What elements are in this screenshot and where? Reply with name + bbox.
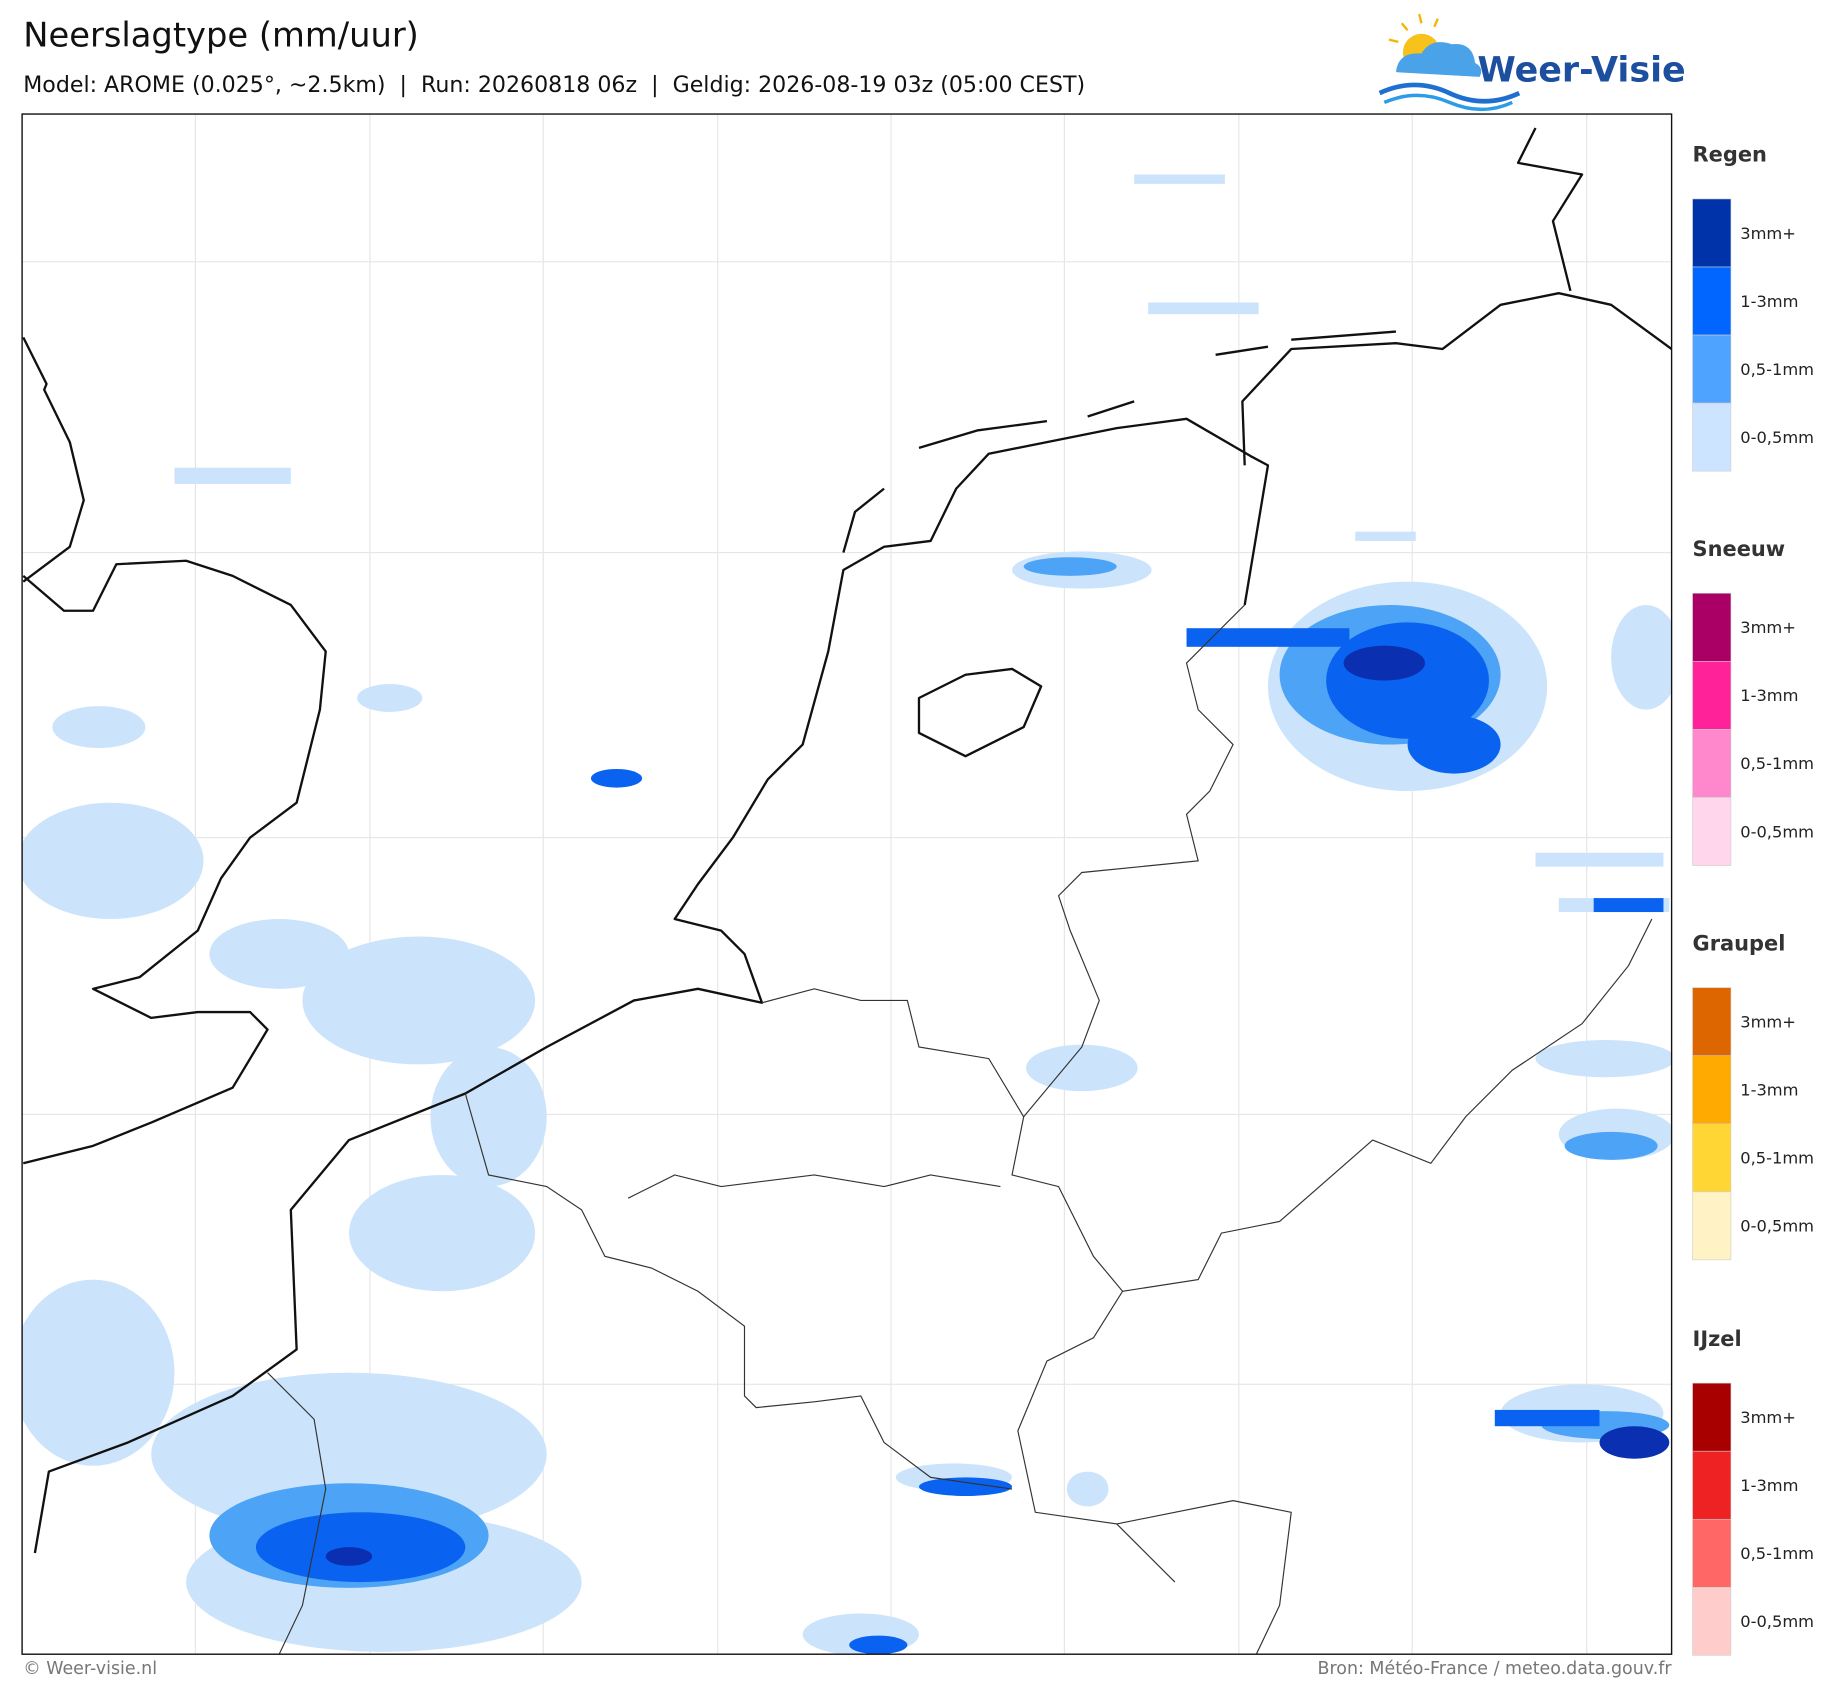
legend-swatch — [1692, 1055, 1732, 1125]
footer-source: Bron: Météo-France / meteo.data.gouv.fr — [1318, 1659, 1673, 1679]
legend-title: IJzel — [1693, 1327, 1742, 1351]
logo: Weer-Visie — [1378, 13, 1686, 112]
legend-label: 0,5-1mm — [1740, 360, 1814, 379]
legend-swatch — [1692, 593, 1732, 662]
legend-swatch — [1692, 729, 1732, 798]
legend-label: 1-3mm — [1740, 686, 1798, 705]
footer-credit: © Weer-visie.nl — [23, 1659, 157, 1679]
legend-swatch — [1692, 1450, 1732, 1520]
borders — [267, 604, 1653, 1655]
legend-label: 1-3mm — [1740, 292, 1798, 311]
legend-swatch — [1692, 1518, 1732, 1588]
legend-label: 0,5-1mm — [1740, 754, 1814, 773]
legend-swatch — [1692, 797, 1732, 866]
legend-swatch — [1692, 1123, 1732, 1193]
legend-label: 1-3mm — [1740, 1476, 1798, 1495]
legend-swatch — [1692, 334, 1732, 404]
legend-label: 0-0,5mm — [1740, 1217, 1814, 1236]
legend-label: 3mm+ — [1740, 224, 1796, 243]
legend-swatch — [1692, 987, 1732, 1056]
legend-label: 3mm+ — [1740, 1012, 1796, 1031]
subtitle: Model: AROME (0.025°, ~2.5km) | Run: 202… — [23, 72, 1085, 98]
legend-swatch — [1692, 1191, 1732, 1261]
legend-swatch — [1692, 266, 1732, 336]
legend-title: Graupel — [1693, 931, 1786, 955]
title: Neerslagtype (mm/uur) — [23, 16, 419, 55]
legend-swatch — [1692, 1587, 1732, 1656]
legend-title: Regen — [1693, 143, 1767, 167]
legend-swatch — [1692, 198, 1732, 268]
legend-swatch — [1692, 661, 1732, 730]
legend-label: 0,5-1mm — [1740, 1149, 1814, 1168]
legend-label: 0-0,5mm — [1740, 822, 1814, 841]
legend-swatch — [1692, 1382, 1732, 1452]
coastlines — [22, 127, 1672, 1554]
legend-label: 3mm+ — [1740, 618, 1796, 637]
legend-label: 0,5-1mm — [1740, 1544, 1814, 1563]
legend-swatch — [1692, 402, 1732, 472]
map — [21, 113, 1673, 1655]
legend-title: Sneeuw — [1693, 537, 1786, 561]
legend-label: 1-3mm — [1740, 1081, 1798, 1100]
legend-label: 0-0,5mm — [1740, 428, 1814, 447]
legend: Regen 3mm+ 1-3mm 0,5-1mm 0-0,5mm Sneeuw 3mm+ 1-… — [1692, 143, 1814, 1656]
precipitation — [22, 174, 1672, 1655]
legend-label: 0-0,5mm — [1740, 1612, 1814, 1631]
logo-text: Weer-Visie — [1477, 50, 1685, 90]
legend-label: 3mm+ — [1740, 1408, 1796, 1427]
